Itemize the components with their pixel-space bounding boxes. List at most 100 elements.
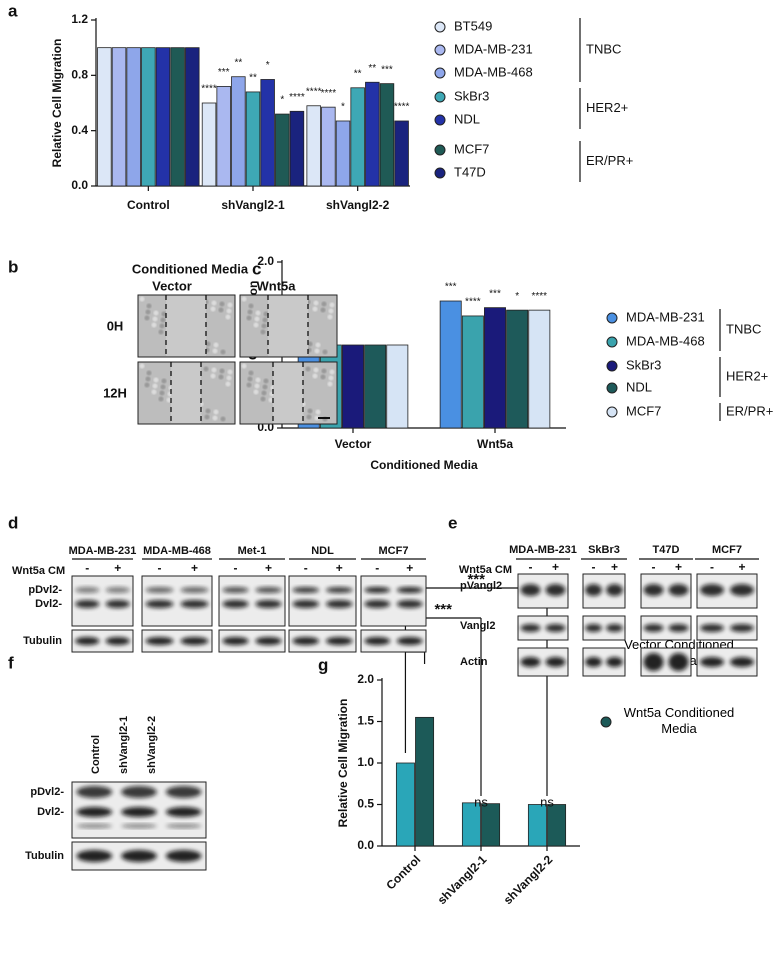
bar [506,309,529,429]
blot-band [165,786,202,798]
blot-image [71,629,134,653]
y-tick-label: 1.5 [357,714,374,728]
legend-group-label: HER2+ [726,368,768,383]
cell-texture [220,416,226,422]
cell-texture [312,373,318,379]
cell-texture [263,311,269,317]
blot-band [165,850,202,862]
plus: + [114,561,121,575]
band-label: Dvl2- [35,598,62,610]
y-axis-label: Relative Cell Migration [50,39,64,168]
legend-group-label: TNBC [726,321,761,336]
cell-texture [261,390,267,396]
blot-band [222,600,249,608]
treatment-label: Wnt5a CM [459,564,512,576]
blot-band [76,807,113,817]
blot-band [75,637,100,645]
legend-label: BT549 [454,18,492,33]
legend-marker [606,312,618,324]
significance: **** [532,291,548,302]
y-axis-label: Relative Cell Migration [336,699,350,828]
blot-band [76,786,113,798]
bar [364,344,387,429]
cell-texture [153,377,159,383]
wound-gap [166,296,206,356]
blot-band [145,637,174,645]
bar [547,804,567,847]
cell-line-label: SkBr3 [588,544,620,556]
cell-line-label: MCF7 [712,544,742,556]
band-label: pDvl2- [28,584,62,596]
plus: + [265,561,272,575]
bar [461,315,484,429]
bar [439,300,462,429]
significance: *** [467,571,485,588]
significance: ** [368,63,376,74]
cell-texture [327,381,333,387]
significance: *** [434,601,452,618]
cell-texture [160,317,166,323]
cell-texture [210,373,216,379]
x-tick-label: shVangl2-1 [221,198,285,212]
legend-label: MCF7 [454,141,489,156]
cell-texture [254,316,260,322]
panel-letter: b [8,257,18,276]
blot-band [145,600,174,608]
legend-marker [606,406,618,418]
cell-texture [322,349,328,355]
panel-letter: d [8,513,18,532]
legend-group-label: TNBC [586,41,621,56]
blot-band [364,587,391,593]
blot-band [396,587,423,593]
cell-texture [219,368,225,374]
x-axis-label: Conditioned Media [370,458,478,472]
legend-marker [434,144,446,156]
blot-band [105,637,130,645]
blot-band [222,587,249,593]
band-label: pVangl2 [460,580,502,592]
cell-texture [152,316,158,322]
blot-band [520,584,541,596]
cell-texture [203,366,209,372]
cell-texture [218,374,224,380]
minus: - [710,560,714,574]
bar [335,120,351,187]
cell-texture [152,383,158,389]
legend-group-label: ER/PR+ [726,403,773,418]
blot-band [121,850,157,862]
x-tick-label: Control [383,852,423,892]
blot-band [75,587,100,593]
x-tick-label: shVangl2-2 [326,198,390,212]
bar [306,105,321,187]
cell-texture [305,366,311,372]
column-label: Wnt5a [257,278,297,293]
cell-texture [328,308,334,314]
cell-texture [166,397,172,403]
bar [289,110,305,187]
legend-group-label: ER/PR+ [586,153,633,168]
ns-label: ns [540,794,554,809]
bar [111,47,127,187]
row-label: 12H [103,385,127,400]
bar [231,76,246,187]
cell-texture [263,378,269,384]
blot-band [121,807,157,817]
significance: *** [381,64,393,75]
blot-image [141,629,213,653]
significance: *** [489,288,501,299]
cell-texture [213,409,219,415]
cell-line-label: MDA-MB-231 [69,545,137,557]
band-label: Vangl2 [460,620,495,632]
bar [321,106,336,187]
cell-texture [144,382,150,388]
band-label: pDvl2- [30,786,64,798]
wound-gap [171,363,201,423]
cell-texture [227,302,233,308]
plus: + [336,561,343,575]
cell-texture [262,384,268,390]
cell-texture [320,374,326,380]
blot-band [364,637,391,645]
blot-band [121,824,157,828]
blot-band [165,807,202,817]
